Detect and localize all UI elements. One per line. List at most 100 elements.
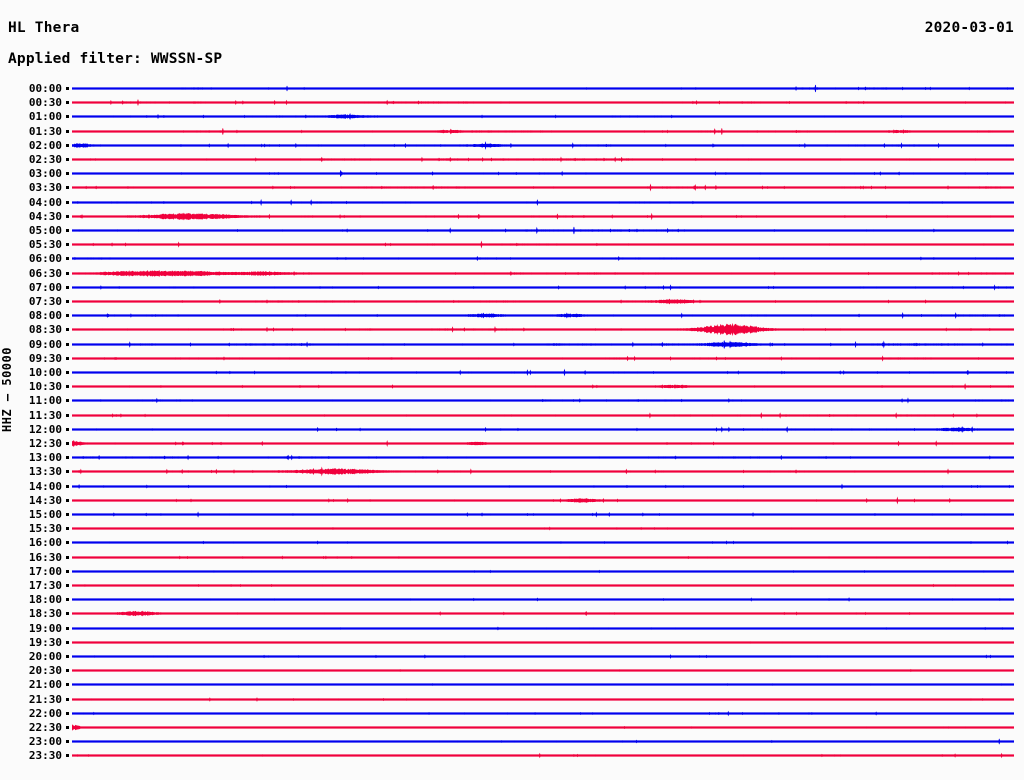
trace-time-label: 05:30 — [28, 238, 62, 252]
trace-tick-mark — [66, 640, 69, 644]
trace-waveform — [72, 198, 1014, 206]
trace-waveform — [72, 397, 1014, 405]
trace-time-label: 06:30 — [28, 266, 62, 280]
trace-time-label: 04:00 — [28, 195, 62, 209]
trace-time-label: 17:00 — [28, 564, 62, 578]
trace-waveform — [72, 212, 1014, 221]
trace-tick-mark — [66, 541, 69, 545]
trace-time-label: 01:30 — [28, 124, 62, 138]
trace-waveform — [72, 696, 1014, 702]
trace-time-label: 14:30 — [28, 493, 62, 507]
trace-row: 09:00 — [0, 337, 1024, 352]
seismic-trace — [72, 166, 1014, 181]
trace-time-label: 15:00 — [28, 508, 62, 521]
trace-time-label: 02:00 — [28, 138, 62, 152]
seismic-trace — [72, 180, 1014, 195]
seismic-trace — [72, 720, 1014, 735]
trace-tick-mark — [66, 229, 69, 232]
seismic-trace — [72, 266, 1014, 281]
seismic-trace — [72, 365, 1014, 380]
trace-time-label: 22:30 — [28, 721, 62, 734]
trace-row: 10:00 — [0, 365, 1024, 380]
seismic-trace — [72, 464, 1014, 479]
seismic-trace — [72, 606, 1014, 621]
trace-tick-mark — [66, 214, 69, 218]
trace-time-label: 21:30 — [28, 692, 62, 706]
page-title: HL Thera — [8, 20, 80, 36]
trace-waveform — [72, 256, 1014, 262]
seismic-trace — [72, 436, 1014, 451]
trace-time-label: 12:30 — [28, 437, 62, 450]
trace-row: 08:00 — [0, 308, 1024, 323]
trace-tick-mark — [66, 243, 69, 247]
seismic-trace — [72, 493, 1014, 508]
trace-time-label: 01:00 — [28, 110, 62, 124]
trace-time-label: 15:30 — [28, 522, 62, 536]
trace-tick-mark — [66, 513, 69, 516]
seismic-trace — [72, 124, 1014, 139]
seismic-trace — [72, 81, 1014, 96]
trace-row: 21:30 — [0, 692, 1024, 707]
record-date: 2020-03-01 — [924, 20, 1014, 36]
seismic-trace — [72, 237, 1014, 252]
trace-waveform — [72, 610, 1014, 617]
seismic-trace — [72, 479, 1014, 494]
trace-waveform — [72, 738, 1014, 745]
trace-tick-mark — [66, 371, 69, 374]
trace-tick-mark — [66, 186, 69, 190]
trace-time-label: 20:30 — [28, 664, 62, 678]
seismic-trace — [72, 152, 1014, 167]
seismic-trace — [72, 521, 1014, 536]
trace-row: 17:30 — [0, 578, 1024, 593]
trace-row: 20:30 — [0, 663, 1024, 678]
seismic-trace — [72, 95, 1014, 110]
seismic-trace — [72, 578, 1014, 593]
trace-row: 23:00 — [0, 734, 1024, 749]
trace-waveform — [72, 597, 1014, 603]
trace-waveform — [72, 127, 1014, 135]
seismic-trace — [72, 734, 1014, 749]
seismic-trace — [72, 450, 1014, 465]
trace-time-label: 23:00 — [28, 735, 62, 749]
trace-tick-mark — [66, 442, 69, 445]
trace-row: 04:00 — [0, 195, 1024, 210]
trace-waveform — [72, 298, 1014, 305]
trace-row: 13:00 — [0, 450, 1024, 465]
trace-row: 09:30 — [0, 351, 1024, 366]
trace-tick-mark — [66, 726, 69, 729]
trace-row: 22:00 — [0, 706, 1024, 721]
trace-time-label: 07:30 — [28, 295, 62, 308]
seismic-trace — [72, 251, 1014, 266]
trace-waveform — [72, 425, 1014, 433]
trace-tick-mark — [66, 711, 69, 715]
trace-row: 13:30 — [0, 464, 1024, 479]
trace-waveform — [72, 411, 1014, 419]
trace-time-label: 18:30 — [28, 607, 62, 621]
trace-row: 23:30 — [0, 748, 1024, 763]
trace-time-label: 06:00 — [28, 252, 62, 266]
trace-waveform — [72, 454, 1014, 461]
trace-row: 18:00 — [0, 592, 1024, 607]
trace-tick-mark — [66, 669, 69, 673]
seismic-trace — [72, 592, 1014, 607]
trace-time-label: 16:30 — [28, 550, 62, 564]
seismic-trace — [72, 677, 1014, 692]
seismic-trace — [72, 550, 1014, 565]
trace-tick-mark — [66, 626, 69, 630]
trace-waveform — [72, 526, 1014, 531]
trace-tick-mark — [66, 101, 69, 105]
trace-tick-mark — [66, 413, 69, 417]
trace-row: 11:00 — [0, 393, 1024, 408]
trace-tick-mark — [66, 484, 69, 488]
trace-waveform — [72, 140, 1014, 150]
trace-row: 12:30 — [0, 436, 1024, 451]
trace-tick-mark — [66, 300, 69, 303]
trace-time-label: 16:00 — [28, 536, 62, 550]
trace-tick-mark — [66, 342, 69, 346]
trace-row: 20:00 — [0, 649, 1024, 664]
trace-time-label: 21:00 — [28, 678, 62, 692]
trace-row: 05:00 — [0, 223, 1024, 238]
trace-time-label: 09:30 — [28, 351, 62, 365]
seismic-trace — [72, 706, 1014, 721]
trace-time-label: 18:00 — [28, 593, 62, 607]
